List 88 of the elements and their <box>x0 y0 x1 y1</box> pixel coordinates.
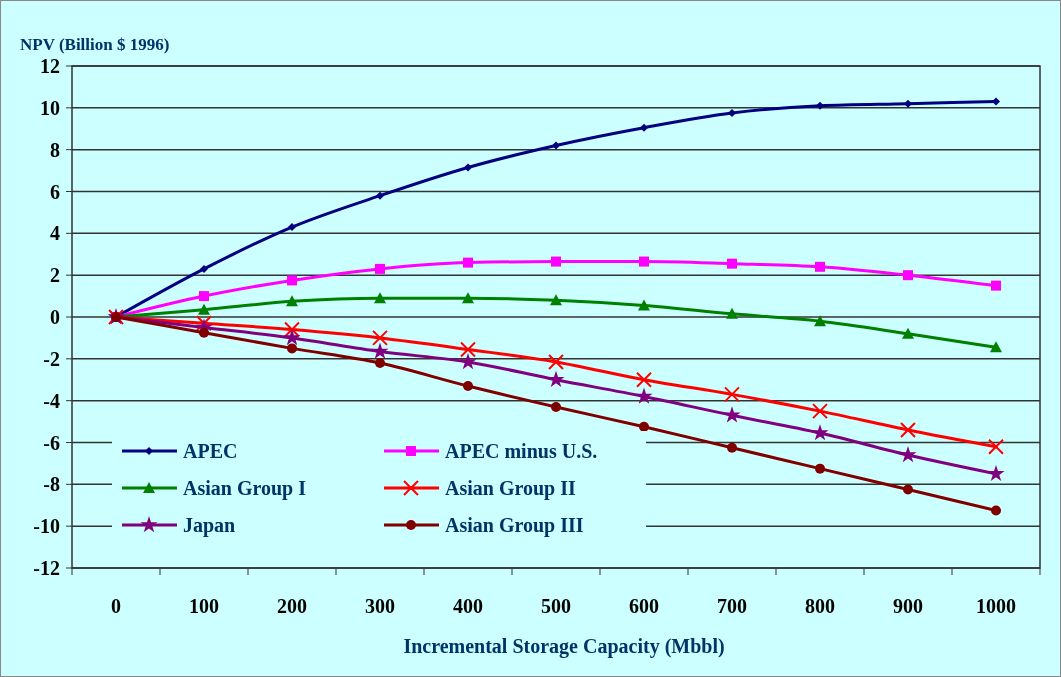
legend-label: Asian Group I <box>183 477 307 500</box>
point <box>284 321 300 338</box>
x-tick-label: 1000 <box>976 595 1016 617</box>
y-axis-title: NPV (Billion $ 1996) <box>20 35 170 54</box>
point <box>639 256 649 267</box>
point <box>814 315 826 327</box>
legend-label: Asian Group III <box>445 514 584 537</box>
point <box>286 295 298 307</box>
y-tick-label: 6 <box>50 180 60 203</box>
point <box>723 406 741 423</box>
point <box>462 292 474 304</box>
y-tick-label: -6 <box>43 431 60 454</box>
point <box>640 123 648 132</box>
y-tick-label: 2 <box>50 264 60 287</box>
point <box>990 341 1002 353</box>
point <box>727 258 737 269</box>
x-tick-label: 900 <box>893 595 923 617</box>
x-tick-label: 400 <box>453 595 483 617</box>
point <box>548 353 564 370</box>
y-tick-label: -4 <box>43 389 60 412</box>
point <box>376 191 384 200</box>
x-tick-label: 500 <box>541 595 571 617</box>
y-tick-label: -8 <box>43 473 60 496</box>
point <box>904 99 912 108</box>
point <box>283 328 301 346</box>
point <box>374 292 386 304</box>
point <box>198 303 210 315</box>
point <box>552 141 560 150</box>
point <box>375 263 385 274</box>
legend-label: Japan <box>183 514 236 537</box>
point <box>463 257 473 268</box>
x-tick-label: 100 <box>189 595 219 617</box>
y-tick-label: 4 <box>50 222 60 245</box>
x-tick-label: 200 <box>277 595 307 617</box>
point <box>459 353 477 370</box>
point <box>550 294 562 306</box>
point <box>199 291 209 302</box>
point <box>991 505 1001 516</box>
point <box>200 264 208 273</box>
point <box>727 442 737 453</box>
y-tick-label: 12 <box>40 55 60 77</box>
point <box>903 484 913 495</box>
point <box>635 387 653 404</box>
point <box>724 386 740 403</box>
point <box>900 421 916 438</box>
point <box>815 463 825 474</box>
point <box>903 270 913 281</box>
point <box>463 381 473 392</box>
x-axis-title: Incremental Storage Capacity (Mbbl) <box>403 635 725 658</box>
x-tick-label: 0 <box>111 595 121 617</box>
legend-label: APEC minus U.S. <box>445 440 598 462</box>
point <box>288 223 296 232</box>
x-tick-label: 800 <box>805 595 835 617</box>
point <box>464 163 472 172</box>
point <box>726 307 738 319</box>
point <box>902 327 914 339</box>
point <box>551 401 561 412</box>
point <box>991 280 1001 291</box>
y-tick-label: -2 <box>43 347 60 370</box>
y-tick-label: -12 <box>33 557 60 579</box>
point <box>287 275 297 286</box>
point <box>992 97 1000 106</box>
x-tick-label: 700 <box>717 595 747 617</box>
point <box>728 109 736 118</box>
point <box>372 329 388 346</box>
point <box>811 424 829 441</box>
y-tick-label: -10 <box>33 515 60 538</box>
legend-label: APEC <box>183 440 238 462</box>
point <box>988 438 1004 455</box>
point <box>287 343 297 354</box>
y-tick-label: 0 <box>50 306 60 328</box>
point <box>815 261 825 272</box>
y-tick-label: 10 <box>40 96 60 119</box>
point <box>816 101 824 110</box>
point <box>636 371 652 388</box>
legend-label: Asian Group II <box>445 477 577 500</box>
point <box>639 421 649 432</box>
point <box>371 342 389 359</box>
y-tick-label: 8 <box>50 138 60 161</box>
point <box>812 403 828 420</box>
point <box>638 299 650 311</box>
point <box>551 256 561 267</box>
point <box>199 327 209 338</box>
point <box>375 358 385 369</box>
point <box>460 341 476 358</box>
x-tick-label: 300 <box>365 595 395 617</box>
point <box>987 464 1005 482</box>
x-tick-label: 600 <box>629 595 659 617</box>
